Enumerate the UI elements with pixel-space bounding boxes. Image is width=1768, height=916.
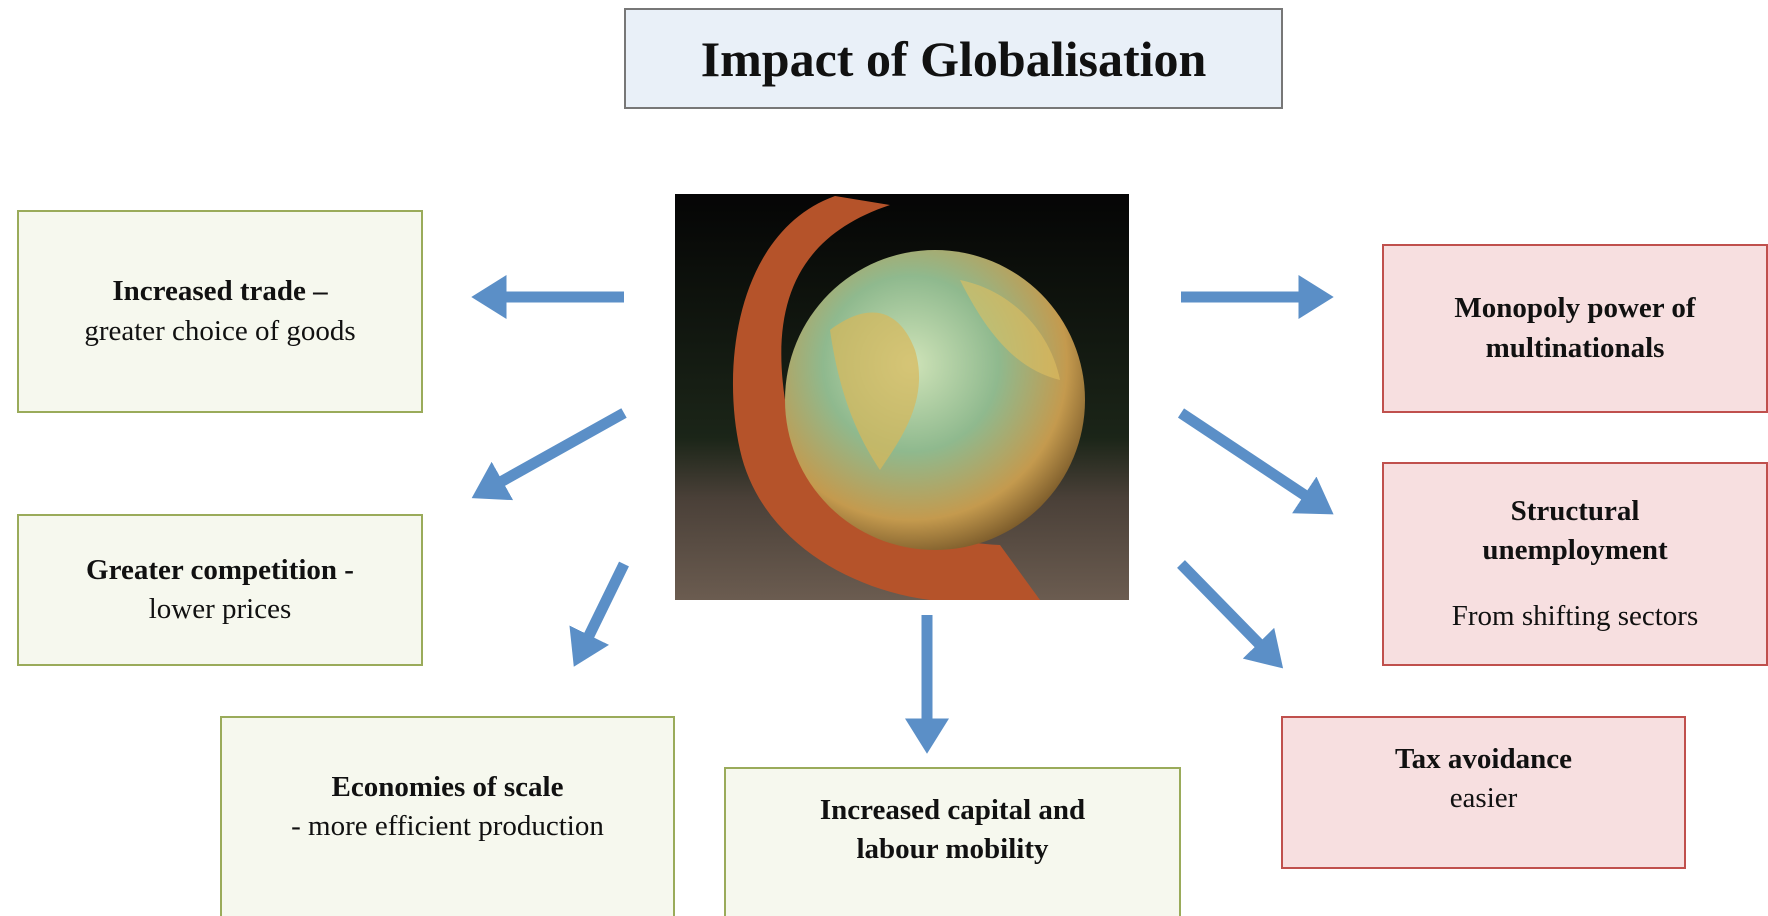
node-heading: Monopoly power of multinationals [1434,289,1716,367]
node-detail: greater choice of goods [84,312,355,351]
node-detail: From shifting sectors [1452,597,1699,636]
node-heading: Economies of scale [332,768,564,807]
node-heading: Greater competition - [86,551,354,590]
node: Economies of scale - more efficient prod… [220,716,675,916]
node-heading: Tax avoidance [1395,740,1572,779]
node: Tax avoidance easier [1281,716,1686,869]
node-detail: lower prices [149,590,292,629]
node-heading: Increased capital and labour mobility [776,791,1129,869]
node: Greater competition - lower prices [17,514,423,666]
title: Impact of Globalisation [624,8,1283,109]
node-detail: easier [1450,779,1518,818]
page: Impact of Globalisation Increased trade … [0,0,1768,916]
globe-image [675,194,1129,600]
node: Increased trade – greater choice of good… [17,210,423,413]
node-detail: - more efficient production [291,807,604,846]
node-heading: Structural unemployment [1444,492,1706,570]
node-heading: Increased trade – [112,272,327,311]
node: Increased capital and labour mobility [724,767,1181,916]
node: Monopoly power of multinationals [1382,244,1768,413]
node: Structural unemployment From shifting se… [1382,462,1768,666]
